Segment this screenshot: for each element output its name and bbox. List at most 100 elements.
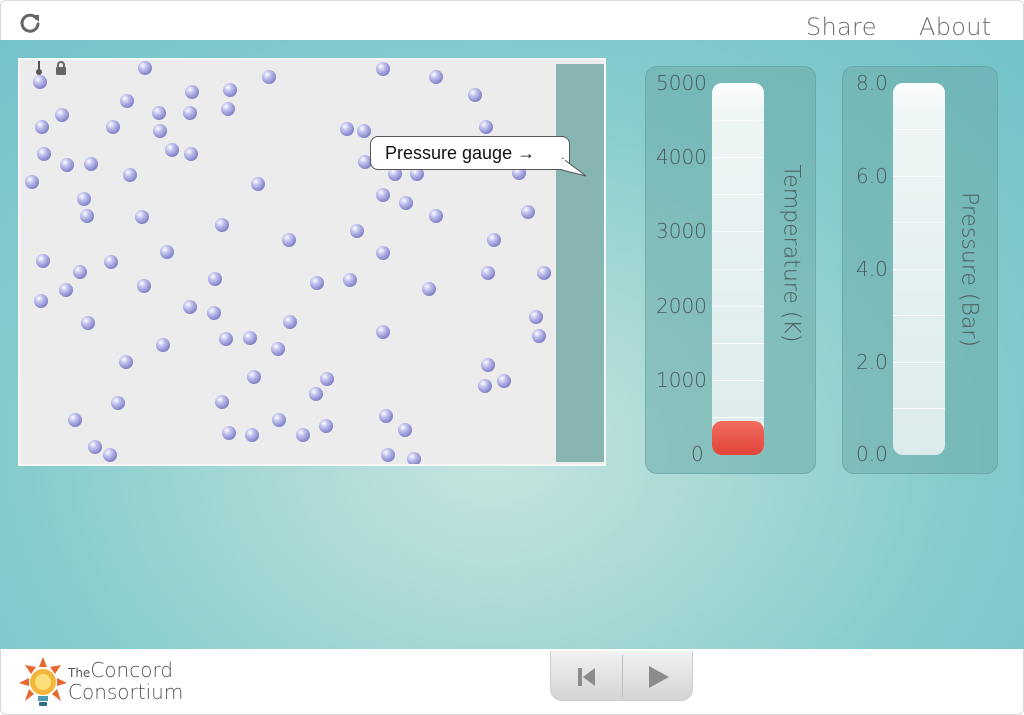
gas-atom[interactable] xyxy=(34,294,48,308)
gas-atom[interactable] xyxy=(222,426,236,440)
gas-atom[interactable] xyxy=(243,331,257,345)
gas-atom[interactable] xyxy=(310,276,324,290)
gas-atom[interactable] xyxy=(357,124,371,138)
about-link[interactable]: About xyxy=(919,13,992,41)
gas-atom[interactable] xyxy=(272,413,286,427)
gas-atom[interactable] xyxy=(429,70,443,84)
play-icon[interactable] xyxy=(623,651,694,701)
gas-atom[interactable] xyxy=(262,70,276,84)
gas-atom[interactable] xyxy=(343,273,357,287)
gas-atom[interactable] xyxy=(376,62,390,76)
gas-atom[interactable] xyxy=(207,306,221,320)
temperature-scale-label: 0 xyxy=(691,442,704,466)
gas-atom[interactable] xyxy=(219,332,233,346)
gas-atom[interactable] xyxy=(410,167,424,181)
gas-atom[interactable] xyxy=(282,233,296,247)
gas-atom[interactable] xyxy=(468,88,482,102)
gas-atom[interactable] xyxy=(184,147,198,161)
gas-atom[interactable] xyxy=(35,120,49,134)
gas-atom[interactable] xyxy=(123,168,137,182)
gas-atom[interactable] xyxy=(381,448,395,462)
gas-atom[interactable] xyxy=(81,316,95,330)
gas-atom[interactable] xyxy=(73,265,87,279)
gas-atom[interactable] xyxy=(376,188,390,202)
gas-atom[interactable] xyxy=(309,387,323,401)
concord-logo-icon[interactable] xyxy=(17,655,69,709)
gas-atom[interactable] xyxy=(25,175,39,189)
gas-atom[interactable] xyxy=(156,338,170,352)
gas-atom[interactable] xyxy=(165,143,179,157)
gas-atom[interactable] xyxy=(68,413,82,427)
gas-atom[interactable] xyxy=(183,300,197,314)
gas-atom[interactable] xyxy=(215,395,229,409)
gas-atom[interactable] xyxy=(320,372,334,386)
gas-atom[interactable] xyxy=(398,423,412,437)
gas-atom[interactable] xyxy=(80,209,94,223)
gas-atom[interactable] xyxy=(215,218,229,232)
gas-atom[interactable] xyxy=(251,177,265,191)
gas-atom[interactable] xyxy=(152,106,166,120)
gas-atom[interactable] xyxy=(388,167,402,181)
gas-atom[interactable] xyxy=(296,428,310,442)
gas-atom[interactable] xyxy=(88,440,102,454)
gas-atom[interactable] xyxy=(138,61,152,75)
gas-atom[interactable] xyxy=(111,396,125,410)
gas-atom[interactable] xyxy=(77,192,91,206)
gas-atom[interactable] xyxy=(481,358,495,372)
temperature-tube xyxy=(712,83,764,455)
gas-atom[interactable] xyxy=(478,379,492,393)
gas-atom[interactable] xyxy=(247,370,261,384)
gas-atom[interactable] xyxy=(223,83,237,97)
gas-atom[interactable] xyxy=(160,245,174,259)
gas-atom[interactable] xyxy=(245,428,259,442)
skip-back-icon[interactable] xyxy=(551,651,622,701)
gas-atom[interactable] xyxy=(208,272,222,286)
gas-atom[interactable] xyxy=(119,355,133,369)
gas-atom[interactable] xyxy=(529,310,543,324)
gas-atom[interactable] xyxy=(379,409,393,423)
gas-atom[interactable] xyxy=(376,325,390,339)
gas-atom[interactable] xyxy=(59,283,73,297)
gas-atom[interactable] xyxy=(497,374,511,388)
gas-atom[interactable] xyxy=(358,155,372,169)
gas-atom[interactable] xyxy=(532,329,546,343)
gas-atom[interactable] xyxy=(537,266,551,280)
gas-atom[interactable] xyxy=(120,94,134,108)
gas-atom[interactable] xyxy=(271,342,285,356)
gas-atom[interactable] xyxy=(481,266,495,280)
thermometer-icon[interactable] xyxy=(32,60,46,76)
lock-icon[interactable] xyxy=(54,60,68,76)
gas-atom[interactable] xyxy=(104,255,118,269)
gas-atom[interactable] xyxy=(106,120,120,134)
gas-atom[interactable] xyxy=(399,196,413,210)
logo-text: TheConcord Consortium xyxy=(68,660,184,704)
gas-atom[interactable] xyxy=(376,246,390,260)
gas-atom[interactable] xyxy=(221,102,235,116)
gas-atom[interactable] xyxy=(521,205,535,219)
share-link[interactable]: Share xyxy=(806,13,877,41)
gas-atom[interactable] xyxy=(37,147,51,161)
gas-atom[interactable] xyxy=(60,158,74,172)
gas-atom[interactable] xyxy=(479,120,493,134)
gas-atom[interactable] xyxy=(135,210,149,224)
reload-icon[interactable] xyxy=(19,12,41,34)
gas-atom[interactable] xyxy=(183,106,197,120)
gas-atom[interactable] xyxy=(103,448,117,462)
gas-atom[interactable] xyxy=(185,85,199,99)
gas-atom[interactable] xyxy=(340,122,354,136)
gas-atom[interactable] xyxy=(429,209,443,223)
gas-atom[interactable] xyxy=(407,452,421,464)
gas-atom[interactable] xyxy=(283,315,297,329)
gas-atom[interactable] xyxy=(36,254,50,268)
molecule-container[interactable] xyxy=(18,58,606,466)
gas-atom[interactable] xyxy=(319,419,333,433)
gas-atom[interactable] xyxy=(422,282,436,296)
gas-atom[interactable] xyxy=(487,233,501,247)
gas-atom[interactable] xyxy=(350,224,364,238)
gas-atom[interactable] xyxy=(55,108,69,122)
gas-atom[interactable] xyxy=(137,279,151,293)
gas-atom[interactable] xyxy=(84,157,98,171)
logo-line2: Consortium xyxy=(68,680,184,704)
gas-atom[interactable] xyxy=(153,124,167,138)
gas-atom[interactable] xyxy=(33,75,47,89)
